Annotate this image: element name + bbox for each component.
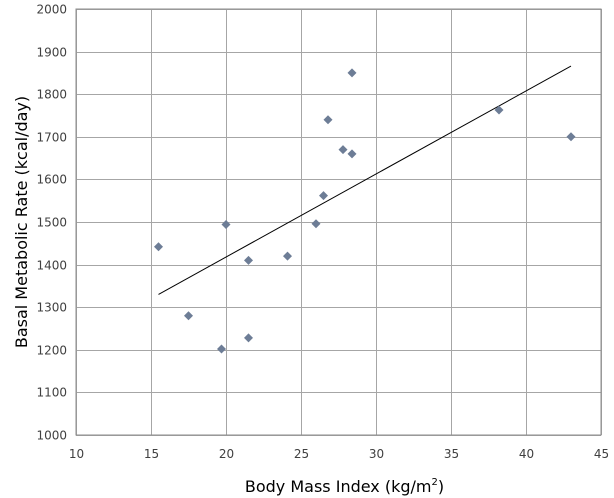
y-tick-label: 1300 [36, 301, 67, 315]
y-tick-label: 1100 [36, 386, 67, 400]
y-tick-label: 1700 [36, 131, 67, 145]
gridlines [76, 9, 602, 436]
x-axis-title-main: Body Mass Index (kg/m [245, 477, 432, 496]
y-tick-label: 1800 [36, 88, 67, 102]
data-point [217, 344, 226, 354]
trend-line [158, 65, 572, 295]
y-tick-label: 1600 [36, 173, 67, 187]
y-tick-label: 2000 [36, 3, 67, 17]
x-tick-label: 15 [144, 447, 159, 461]
data-point [323, 115, 333, 125]
data-point [244, 255, 253, 265]
data-point [347, 68, 357, 78]
x-axis-title-suffix: ) [438, 477, 444, 496]
x-tick-label: 10 [69, 447, 84, 461]
x-axis-title: Body Mass Index (kg/m2) [245, 477, 444, 496]
x-tick-labels: 10 15 20 25 30 35 40 45 [69, 447, 609, 461]
x-tick-label: 40 [519, 447, 534, 461]
plot-area-frame [75, 8, 602, 436]
y-tick-labels: 1000 1100 1200 1300 1400 1500 1600 1700 1800 1900… [36, 3, 67, 443]
data-points [154, 68, 576, 354]
x-tick-label: 20 [219, 447, 234, 461]
y-tick-label: 1200 [36, 344, 67, 358]
y-tick-label: 1900 [36, 46, 67, 60]
data-point [347, 149, 357, 159]
data-point [283, 251, 292, 261]
data-point [221, 220, 231, 230]
data-point [566, 132, 576, 142]
data-point [154, 242, 163, 252]
data-point [184, 311, 193, 321]
y-axis-title: Basal Metabolic Rate (kcal/day) [12, 96, 31, 348]
data-point [319, 191, 328, 201]
y-tick-label: 1400 [36, 259, 67, 273]
data-point [338, 145, 348, 155]
y-tick-label: 1000 [36, 429, 67, 443]
x-axis-title-superscript: 2 [432, 477, 438, 488]
data-point [311, 219, 321, 229]
y-tick-label: 1500 [36, 216, 67, 230]
x-tick-label: 25 [294, 447, 309, 461]
data-point [244, 333, 253, 343]
x-tick-label: 30 [369, 447, 384, 461]
x-tick-label: 35 [444, 447, 459, 461]
x-tick-label: 45 [594, 447, 609, 461]
data-point [494, 105, 504, 115]
